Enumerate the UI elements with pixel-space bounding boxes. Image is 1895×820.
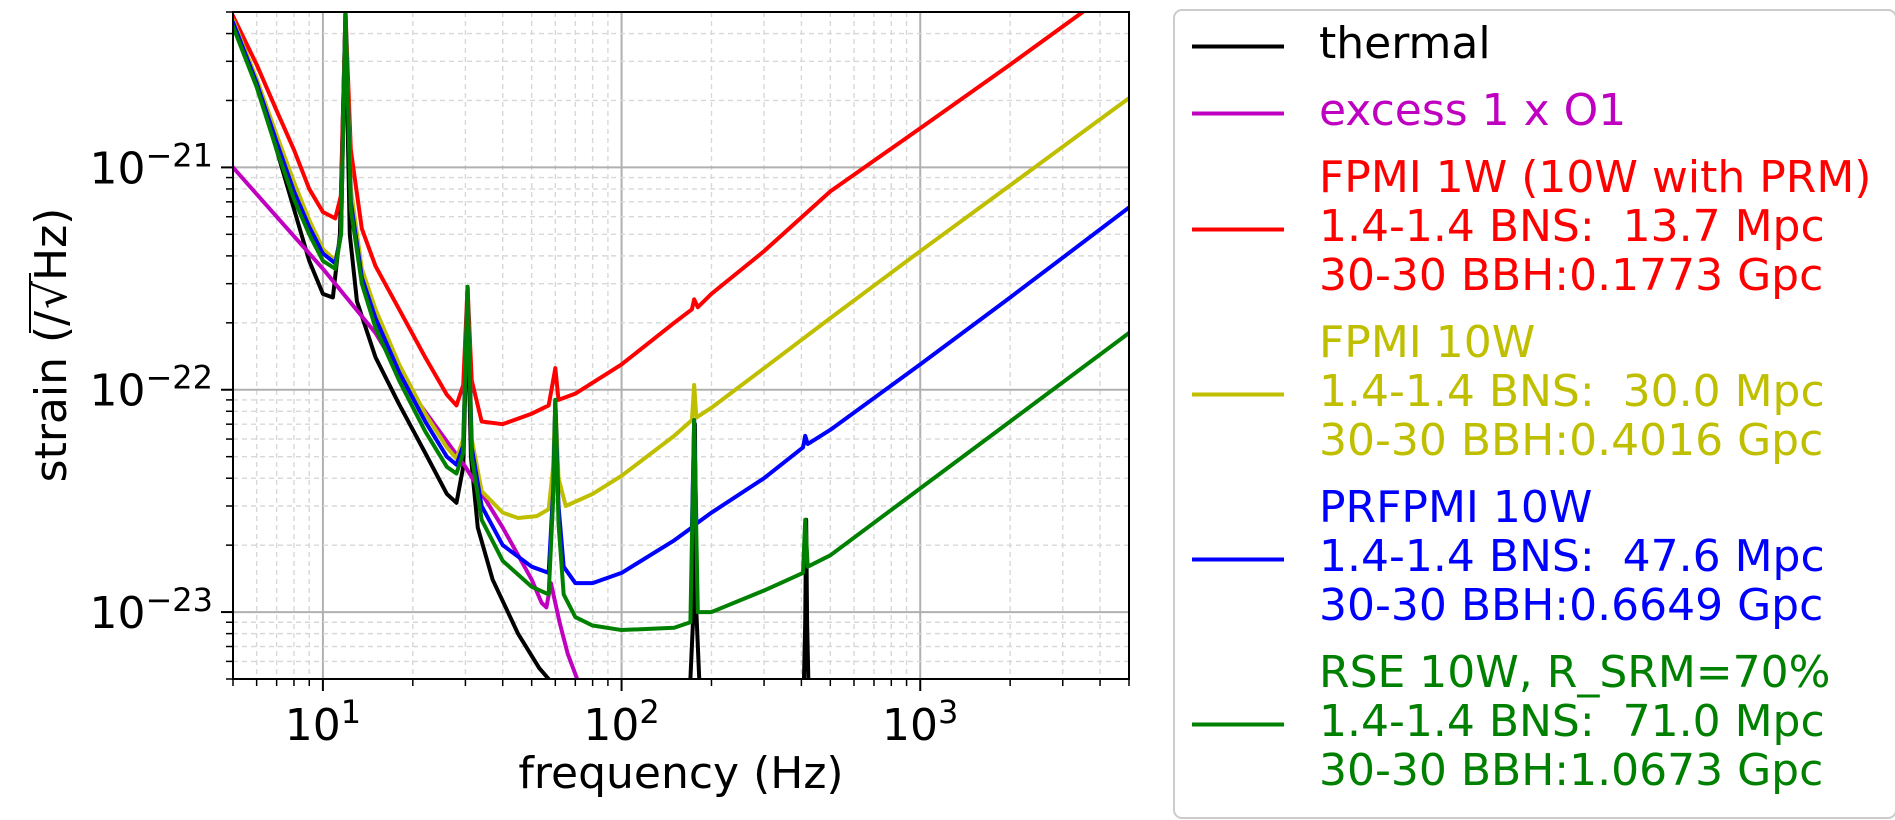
legend-box (1173, 9, 1895, 819)
sqrt-sign: √ (26, 280, 77, 309)
legend-label: PRFPMI 10W (1319, 482, 1592, 533)
y-axis-label-root: Hz (26, 225, 77, 281)
series-layer (233, 12, 1129, 679)
axes: 101 102 103 10−23 10−22 10−21 (89, 11, 1130, 751)
y-axis-label: strain (/√Hz) (26, 208, 77, 483)
legend-label: FPMI 1W (10W with PRM) (1319, 152, 1871, 203)
x-tick-label: 103 (882, 693, 958, 751)
legend-label: 30-30 BBH:0.6649 Gpc (1319, 580, 1823, 631)
legend-label: thermal (1319, 18, 1491, 69)
legend-label: 1.4-1.4 BNS: 47.6 Mpc (1319, 531, 1825, 582)
legend-label: 1.4-1.4 BNS: 71.0 Mpc (1319, 696, 1825, 747)
x-axis-label: frequency (Hz) (518, 748, 843, 799)
legend-label: 30-30 BBH:1.0673 Gpc (1319, 745, 1823, 796)
y-tick-label: 10−22 (89, 359, 213, 417)
legend-label: RSE 10W, R_SRM=70% (1319, 647, 1830, 698)
legend-label: excess 1 x O1 (1319, 85, 1626, 136)
plot-background (233, 12, 1129, 679)
legend-label: FPMI 10W (1319, 317, 1535, 368)
y-tick-label: 10−23 (89, 581, 213, 639)
grid (232, 11, 1130, 680)
legend-label: 1.4-1.4 BNS: 30.0 Mpc (1319, 366, 1825, 417)
svg-text:strain (/√Hz): strain (/√Hz) (26, 208, 77, 483)
legend-label: 30-30 BBH:0.1773 Gpc (1319, 250, 1823, 301)
y-axis-label-suffix: ) (26, 208, 77, 225)
x-tick-label: 101 (285, 693, 361, 751)
legend-label: 1.4-1.4 BNS: 13.7 Mpc (1319, 201, 1825, 252)
x-tick-label: 102 (583, 693, 659, 751)
series-line-2 (233, 12, 1085, 427)
y-axis-label-prefix: strain (/ (26, 311, 77, 482)
y-tick-label: 10−21 (89, 136, 213, 194)
plot-frame (232, 11, 1130, 680)
series-line-5 (233, 12, 1129, 633)
legend-label: 30-30 BBH:0.4016 Gpc (1319, 415, 1823, 466)
legend: thermal excess 1 x O1 FPMI 1W (10W with PR… (1192, 18, 1871, 796)
